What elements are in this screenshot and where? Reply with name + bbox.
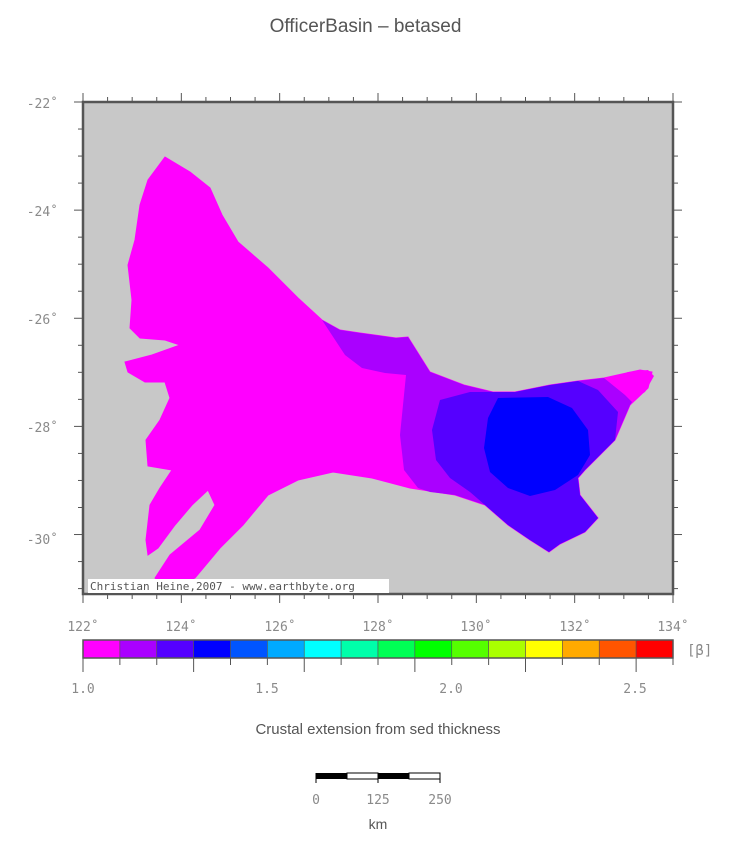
colorbar-tick-label: 1.0 — [71, 682, 94, 697]
colorbar-swatch — [635, 639, 674, 659]
credit-text: Christian Heine,2007 - www.earthbyte.org — [90, 580, 355, 593]
colorbar-swatch — [414, 639, 453, 659]
lon-label: 132˚ — [559, 619, 590, 635]
map-title: OfficerBasin – betased — [269, 16, 462, 37]
longitude-labels: 122˚ 124˚ 126˚ 128˚ 130˚ 132˚ 134˚ — [67, 619, 688, 635]
colorbar-swatch — [193, 639, 231, 659]
colorbar-swatch — [303, 639, 342, 659]
colorbar-swatch — [156, 639, 194, 659]
scale-label: 125 — [366, 793, 389, 808]
colorbar-swatch — [267, 639, 305, 659]
colorbar — [82, 639, 674, 672]
colorbar-frame — [82, 639, 674, 659]
colorbar-unit: [β] — [687, 643, 712, 659]
lat-label: -22˚ — [27, 96, 58, 112]
scale-label: 0 — [312, 793, 320, 808]
colorbar-swatch — [377, 639, 416, 659]
lon-label: 122˚ — [67, 619, 98, 635]
colorbar-swatch — [525, 639, 563, 659]
lat-label: -24˚ — [27, 204, 58, 220]
colorbar-swatch — [488, 639, 526, 659]
scale-unit: km — [369, 816, 388, 832]
credit-box — [88, 579, 389, 593]
lat-label: -26˚ — [27, 312, 58, 328]
scale-label: 250 — [428, 793, 451, 808]
scale-bar — [315, 772, 441, 783]
colorbar-swatch — [119, 639, 158, 659]
colorbar-swatch — [82, 639, 121, 659]
colorbar-swatch — [340, 639, 379, 659]
lon-label: 134˚ — [657, 619, 688, 635]
lat-label: -30˚ — [27, 532, 58, 548]
colorbar-swatch — [598, 639, 637, 659]
colorbar-tick-label: 2.0 — [439, 682, 462, 697]
colorbar-tick-label: 2.5 — [623, 682, 646, 697]
latitude-labels: -22˚ -24˚ -26˚ -28˚ -30˚ — [27, 96, 58, 548]
map-ticks — [74, 93, 682, 603]
lon-label: 128˚ — [362, 619, 393, 635]
lon-label: 124˚ — [165, 619, 196, 635]
colorbar-swatch — [562, 639, 600, 659]
colorbar-swatch — [230, 639, 268, 659]
colorbar-caption: Crustal extension from sed thickness — [255, 721, 500, 738]
lon-label: 126˚ — [264, 619, 295, 635]
colorbar-tick-label: 1.5 — [255, 682, 278, 697]
basin-region — [124, 156, 654, 591]
lon-label: 130˚ — [460, 619, 491, 635]
colorbar-swatch — [451, 639, 489, 659]
lat-label: -28˚ — [27, 420, 58, 436]
